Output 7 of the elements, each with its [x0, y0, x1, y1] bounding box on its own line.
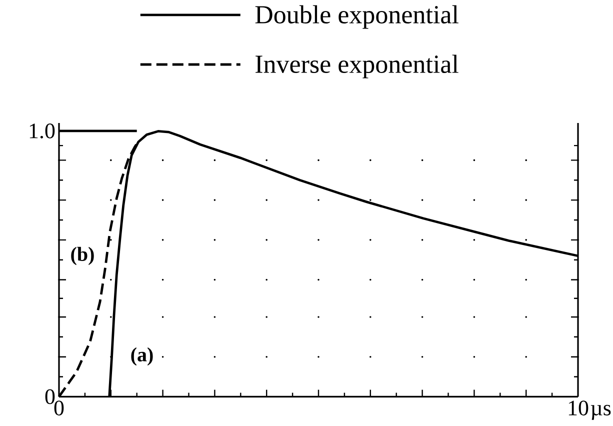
x-axis-title: µs — [590, 404, 611, 420]
x-tick-label: 10 — [568, 400, 588, 416]
legend-label: Double exponential — [255, 5, 458, 29]
y-tick-label: 1.0 — [30, 124, 55, 138]
annotation: (b) — [71, 246, 94, 266]
legend-label: Inverse exponential — [256, 54, 458, 78]
annotation: (a) — [131, 347, 153, 366]
